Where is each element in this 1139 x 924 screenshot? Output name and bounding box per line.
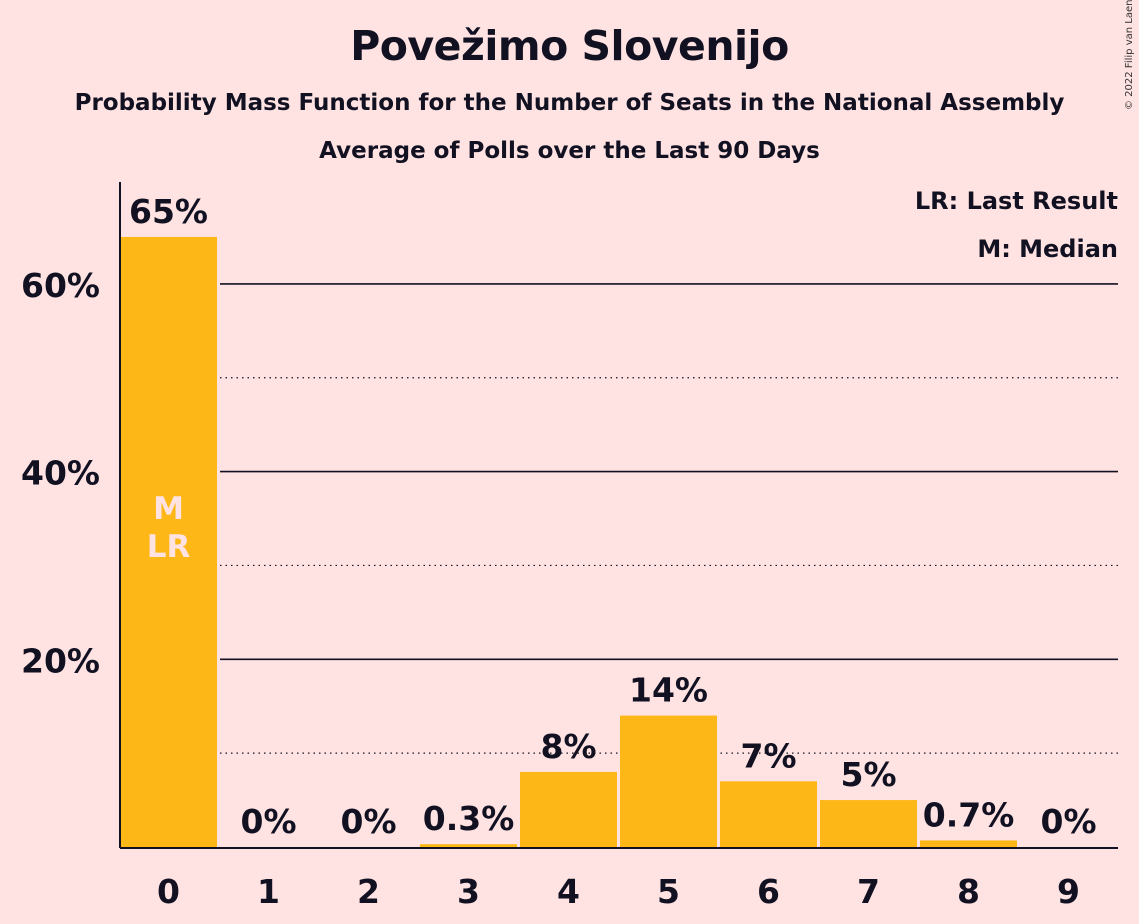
bar-value-label: 0% (1040, 802, 1096, 841)
bar-seats-5 (620, 715, 717, 847)
bar-seats-8 (920, 840, 1017, 847)
axes (119, 182, 1118, 849)
bar-value-label: 5% (840, 755, 896, 794)
x-tick-label: 5 (657, 872, 680, 911)
bar-value-label: 0% (240, 802, 296, 841)
bar-marker-m: M (153, 491, 184, 527)
x-tick-label: 4 (557, 872, 580, 911)
legend-median: M: Median (977, 235, 1118, 263)
bar-value-label: 65% (129, 192, 208, 231)
x-tick-label: 6 (757, 872, 780, 911)
bars (120, 236, 1017, 848)
y-tick-label: 20% (21, 641, 100, 680)
bar-marker-lr: LR (147, 529, 191, 565)
y-tick-label: 40% (21, 454, 100, 493)
y-tick-label: 60% (21, 266, 100, 305)
bar-value-label: 14% (629, 671, 708, 710)
x-tick-label: 8 (957, 872, 980, 911)
x-tick-label: 7 (857, 872, 880, 911)
x-tick-label: 3 (457, 872, 480, 911)
bar-seats-7 (820, 800, 917, 847)
x-tick-label: 1 (257, 872, 280, 911)
bar-value-label: 0.7% (923, 795, 1015, 834)
x-tick-label: 9 (1057, 872, 1080, 911)
x-tick-label: 2 (357, 872, 380, 911)
bar-value-label: 7% (740, 736, 796, 775)
labels: 20%40%60%65%00%10%20.3%38%414%57%65%70.7… (21, 192, 1097, 911)
bar-seats-0 (120, 236, 217, 848)
bar-seats-4 (520, 771, 617, 847)
chart-subtitle-period: Average of Polls over the Last 90 Days (319, 138, 820, 164)
bar-value-label: 0.3% (423, 799, 515, 838)
bar-value-label: 8% (540, 727, 596, 766)
legend-last-result: LR: Last Result (915, 187, 1118, 215)
bar-seats-6 (720, 781, 817, 847)
bar-value-label: 0% (340, 802, 396, 841)
x-tick-label: 0 (157, 872, 180, 911)
chart-title: Povežimo Slovenijo (350, 22, 789, 70)
bar-seats-3 (420, 844, 517, 847)
chart-subtitle: Probability Mass Function for the Number… (74, 90, 1065, 116)
gridlines (220, 283, 1118, 754)
